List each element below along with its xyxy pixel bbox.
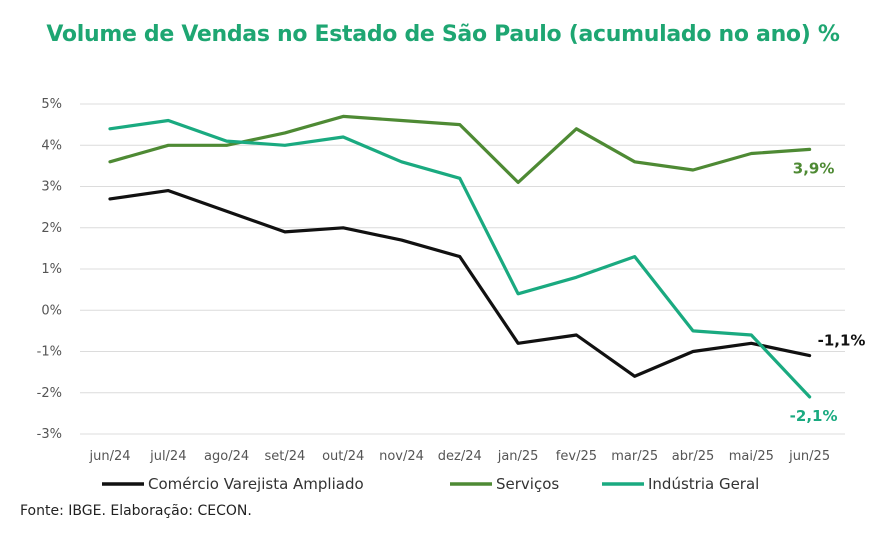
y-tick-label: -1% xyxy=(37,345,62,360)
x-tick-label: abr/25 xyxy=(672,449,715,464)
x-tick-label: ago/24 xyxy=(204,449,249,464)
x-tick-label: mai/25 xyxy=(729,449,774,464)
y-tick-label: -2% xyxy=(37,386,62,401)
x-tick-label: mar/25 xyxy=(611,449,658,464)
legend-label: Comércio Varejista Ampliado xyxy=(148,475,364,493)
y-tick-label: 5% xyxy=(41,97,62,112)
end-labels: -1,1% 3,9% -2,1% xyxy=(790,159,866,425)
y-tick-label: 1% xyxy=(41,262,62,277)
x-tick-label: dez/24 xyxy=(438,449,482,464)
end-label: -2,1% xyxy=(790,407,838,425)
x-tick-label: jul/24 xyxy=(149,449,186,464)
x-tick-label: out/24 xyxy=(322,449,364,464)
series-line xyxy=(108,114,812,184)
series-line xyxy=(108,118,812,399)
gridlines xyxy=(80,103,845,435)
end-label: 3,9% xyxy=(793,159,835,177)
y-tick-label: 0% xyxy=(41,303,62,318)
legend-label: Indústria Geral xyxy=(648,475,759,493)
y-tick-label: 4% xyxy=(41,138,62,153)
legend: Comércio Varejista Ampliado Serviços Indús… xyxy=(102,475,759,493)
x-tick-label: jan/25 xyxy=(497,449,539,464)
x-axis-ticks: jun/24 jul/24 ago/24 set/24 out/24 nov/24 dez/… xyxy=(88,449,830,464)
legend-label: Serviços xyxy=(496,475,559,493)
source-note: Fonte: IBGE. Elaboração: CECON. xyxy=(20,503,252,519)
x-tick-label: jun/24 xyxy=(88,449,130,464)
x-tick-label: nov/24 xyxy=(379,449,424,464)
chart-title: Volume de Vendas no Estado de São Paulo … xyxy=(46,22,840,47)
y-tick-label: 2% xyxy=(41,221,62,236)
series-line xyxy=(108,189,812,378)
series-lines xyxy=(108,114,812,399)
x-tick-label: set/24 xyxy=(265,449,306,464)
end-label: -1,1% xyxy=(818,332,866,350)
y-tick-label: -3% xyxy=(37,427,62,442)
x-tick-label: jun/25 xyxy=(788,449,830,464)
x-tick-label: fev/25 xyxy=(556,449,597,464)
y-tick-label: 3% xyxy=(41,180,62,195)
y-axis-ticks: 5% 4% 3% 2% 1% 0% -1% -2% -3% xyxy=(37,97,62,442)
